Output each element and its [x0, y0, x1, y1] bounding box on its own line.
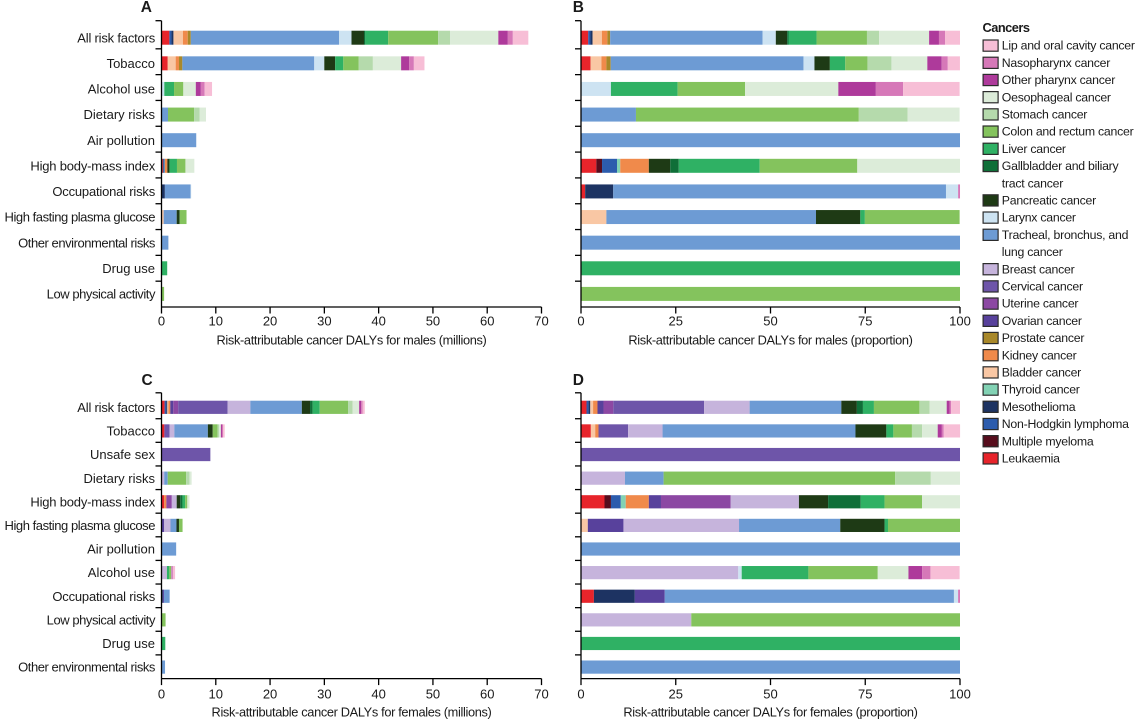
- svg-text:Cancers: Cancers: [983, 20, 1030, 35]
- svg-text:0: 0: [158, 687, 165, 702]
- svg-text:Air pollution: Air pollution: [87, 542, 155, 557]
- svg-text:Pancreatic cancer: Pancreatic cancer: [1002, 194, 1096, 208]
- svg-text:Other pharynx cancer: Other pharynx cancer: [1002, 73, 1115, 87]
- svg-text:50: 50: [426, 314, 440, 329]
- svg-text:Breast cancer: Breast cancer: [1002, 262, 1075, 276]
- svg-text:20: 20: [263, 314, 277, 329]
- svg-text:Other environmental risks: Other environmental risks: [18, 235, 156, 250]
- svg-text:20: 20: [263, 687, 277, 702]
- svg-text:Bladder cancer: Bladder cancer: [1002, 366, 1081, 380]
- svg-text:10: 10: [209, 314, 223, 329]
- svg-text:Kidney cancer: Kidney cancer: [1002, 348, 1077, 362]
- svg-text:Liver cancer: Liver cancer: [1002, 142, 1066, 156]
- svg-text:Ovarian cancer: Ovarian cancer: [1002, 314, 1082, 328]
- svg-text:Low physical activity: Low physical activity: [47, 612, 156, 627]
- svg-text:Thyroid cancer: Thyroid cancer: [1002, 383, 1080, 397]
- svg-text:Dietary risks: Dietary risks: [83, 471, 155, 486]
- svg-text:All risk factors: All risk factors: [77, 30, 155, 45]
- svg-text:Occupational risks: Occupational risks: [52, 589, 155, 604]
- svg-text:Drug use: Drug use: [102, 636, 155, 651]
- svg-text:60: 60: [480, 687, 494, 702]
- svg-text:tract cancer: tract cancer: [1002, 176, 1063, 190]
- svg-text:Tobacco: Tobacco: [107, 56, 155, 71]
- svg-text:0: 0: [577, 314, 584, 329]
- svg-text:Air pollution: Air pollution: [87, 133, 155, 148]
- svg-text:25: 25: [669, 314, 683, 329]
- svg-text:Nasopharynx cancer: Nasopharynx cancer: [1002, 56, 1110, 70]
- svg-text:High body-mass index: High body-mass index: [30, 494, 155, 509]
- svg-text:40: 40: [371, 314, 385, 329]
- svg-text:High fasting plasma glucose: High fasting plasma glucose: [5, 210, 156, 225]
- svg-text:100: 100: [949, 687, 971, 702]
- svg-text:Uterine cancer: Uterine cancer: [1002, 297, 1079, 311]
- svg-text:50: 50: [763, 314, 777, 329]
- svg-text:Risk-attributable cancer DALYs: Risk-attributable cancer DALYs for males…: [217, 333, 487, 348]
- svg-text:0: 0: [158, 314, 165, 329]
- svg-text:High body-mass index: High body-mass index: [30, 158, 155, 173]
- svg-text:Leukaemia: Leukaemia: [1002, 452, 1060, 466]
- svg-text:Other environmental risks: Other environmental risks: [18, 660, 156, 675]
- svg-text:30: 30: [317, 314, 331, 329]
- svg-text:Low physical activity: Low physical activity: [47, 287, 156, 302]
- svg-text:Gallbladder and biliary: Gallbladder and biliary: [1002, 159, 1120, 173]
- svg-text:Alcohol use: Alcohol use: [88, 565, 155, 580]
- svg-text:All risk factors: All risk factors: [77, 400, 155, 415]
- svg-text:A: A: [141, 0, 152, 16]
- svg-text:0: 0: [577, 687, 584, 702]
- svg-text:70: 70: [534, 314, 548, 329]
- svg-text:50: 50: [763, 687, 777, 702]
- svg-text:30: 30: [317, 687, 331, 702]
- svg-text:C: C: [142, 372, 153, 389]
- svg-text:Drug use: Drug use: [102, 261, 155, 276]
- svg-text:Larynx cancer: Larynx cancer: [1002, 211, 1076, 225]
- svg-text:Tracheal, bronchus, and: Tracheal, bronchus, and: [1002, 228, 1129, 242]
- svg-text:Risk-attributable cancer DALYs: Risk-attributable cancer DALYs for males…: [628, 333, 912, 348]
- svg-text:D: D: [573, 372, 584, 389]
- svg-text:Dietary risks: Dietary risks: [83, 107, 155, 122]
- svg-text:Colon and rectum cancer: Colon and rectum cancer: [1002, 125, 1134, 139]
- svg-text:Oesophageal cancer: Oesophageal cancer: [1002, 90, 1111, 104]
- svg-text:Risk-attributable cancer DALYs: Risk-attributable cancer DALYs for femal…: [212, 705, 492, 720]
- svg-text:10: 10: [209, 687, 223, 702]
- svg-text:Non-Hodgkin lymphoma: Non-Hodgkin lymphoma: [1002, 417, 1129, 431]
- svg-text:Risk-attributable cancer DALYs: Risk-attributable cancer DALYs for femal…: [623, 705, 917, 720]
- svg-text:Stomach cancer: Stomach cancer: [1002, 108, 1088, 122]
- svg-text:75: 75: [858, 687, 872, 702]
- svg-text:B: B: [573, 0, 584, 16]
- svg-text:25: 25: [669, 687, 683, 702]
- svg-text:70: 70: [534, 687, 548, 702]
- svg-text:75: 75: [858, 314, 872, 329]
- svg-text:High fasting plasma glucose: High fasting plasma glucose: [5, 518, 156, 533]
- svg-text:Tobacco: Tobacco: [107, 424, 155, 439]
- svg-text:100: 100: [949, 314, 971, 329]
- svg-text:Multiple myeloma: Multiple myeloma: [1002, 434, 1094, 448]
- svg-text:Mesothelioma: Mesothelioma: [1002, 400, 1076, 414]
- svg-text:Prostate cancer: Prostate cancer: [1002, 331, 1085, 345]
- svg-text:Occupational risks: Occupational risks: [52, 184, 155, 199]
- svg-text:Cervical cancer: Cervical cancer: [1002, 280, 1083, 294]
- svg-text:Unsafe sex: Unsafe sex: [90, 447, 156, 462]
- svg-text:40: 40: [371, 687, 385, 702]
- svg-text:60: 60: [480, 314, 494, 329]
- svg-text:lung cancer: lung cancer: [1002, 245, 1063, 259]
- svg-text:50: 50: [426, 687, 440, 702]
- svg-text:Lip and oral cavity cancer: Lip and oral cavity cancer: [1002, 39, 1135, 53]
- svg-text:Alcohol use: Alcohol use: [88, 82, 155, 97]
